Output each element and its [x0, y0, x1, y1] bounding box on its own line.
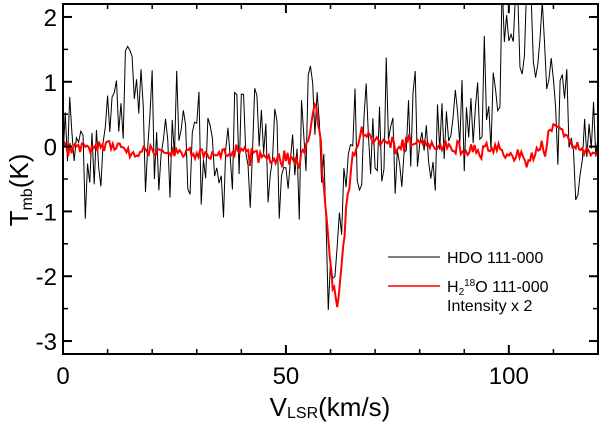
x-tick-label: 100: [489, 363, 529, 390]
x-tick-label: 0: [56, 363, 69, 390]
x-axis-label-unit: (km/s): [318, 392, 390, 422]
y-tick-label: -2: [36, 264, 57, 291]
legend-label-h218o-sub: 2: [459, 287, 465, 298]
y-tick-label: 2: [44, 5, 57, 32]
y-tick-label: 0: [44, 135, 57, 162]
legend-label-h218o: H218O 111-000: [447, 278, 549, 298]
y-axis-label: Tmb(K): [4, 154, 36, 227]
y-axis-label-unit: (K): [4, 154, 34, 189]
legend-label-h218o-rest: O 111-000: [475, 279, 548, 296]
x-axis-label: VLSR(km/s): [270, 392, 391, 422]
x-tick-label: 50: [273, 363, 300, 390]
x-axis-label-sub: LSR: [287, 405, 318, 422]
y-axis-label-sub: mb: [19, 188, 36, 210]
legend: HDO 111-000 H218O 111-000 Intensity x 2: [388, 250, 549, 315]
y-axis-label-main: T: [4, 210, 34, 226]
y-tick-label: -3: [36, 329, 57, 356]
legend-label-h218o-part-h: H: [447, 279, 459, 296]
y-tick-label: 1: [44, 70, 57, 97]
legend-label-hdo: HDO 111-000: [447, 250, 543, 267]
legend-label-h218o-extra: Intensity x 2: [447, 298, 532, 315]
x-axis-label-main: V: [270, 392, 288, 422]
y-tick-label: -1: [36, 199, 57, 226]
series-h218o-line: [63, 101, 598, 308]
legend-label-h218o-sup: 18: [464, 278, 476, 289]
